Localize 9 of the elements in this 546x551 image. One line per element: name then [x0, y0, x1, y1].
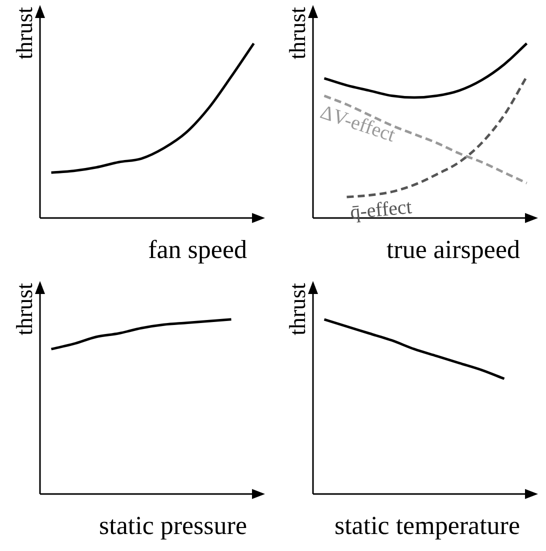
x-axis-title: fan speed — [148, 235, 247, 264]
y-axis-title: thrust — [12, 282, 37, 336]
text: q̄-effect — [349, 196, 414, 224]
y-axis-title: thrust — [285, 6, 310, 60]
x-axis-title: true airspeed — [386, 235, 520, 264]
x-axis-title: static temperature — [334, 511, 520, 540]
x-axis-title: static pressure — [98, 511, 247, 540]
y-axis-title: thrust — [285, 282, 310, 336]
y-axis-title: thrust — [12, 6, 37, 60]
